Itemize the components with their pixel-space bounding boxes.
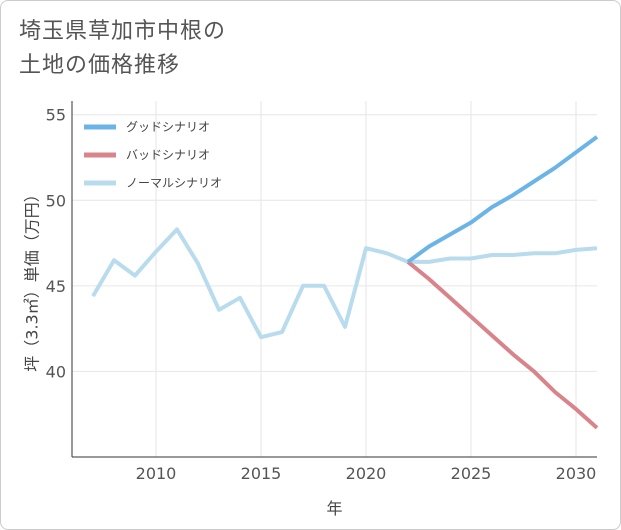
x-tick-label: 2025 [451, 464, 492, 483]
plot-area [72, 101, 597, 457]
x-tick-label: 2015 [241, 464, 282, 483]
series-line-3 [91, 227, 598, 340]
y-axis-label: 坪（3.3㎡）単価（万円） [23, 186, 42, 371]
axes: 2010 2015 2020 2025 2030 40 45 50 55 [46, 101, 597, 483]
y-tick-label: 40 [46, 362, 66, 381]
grid-lines [72, 101, 597, 457]
x-tick-label: 2030 [556, 464, 597, 483]
series-line-1 [406, 135, 599, 264]
x-tick-label: 2010 [136, 464, 177, 483]
x-tick-label: 2020 [346, 464, 387, 483]
y-tick-label: 45 [46, 277, 66, 296]
legend-label: バッドシナリオ [126, 148, 210, 162]
legend-label: ノーマルシナリオ [126, 176, 222, 190]
y-tick-label: 55 [46, 106, 66, 125]
series-lines [91, 135, 599, 430]
chart-title-line1: 埼玉県草加市中根の [19, 19, 227, 44]
series-line-2 [406, 260, 599, 430]
chart-title: 埼玉県草加市中根の 土地の価格推移 [19, 15, 579, 83]
x-axis-label: 年 [326, 499, 342, 518]
chart-title-line2: 土地の価格推移 [19, 53, 181, 78]
y-tick-label: 50 [46, 191, 66, 210]
legend-label: グッドシナリオ [126, 120, 210, 134]
